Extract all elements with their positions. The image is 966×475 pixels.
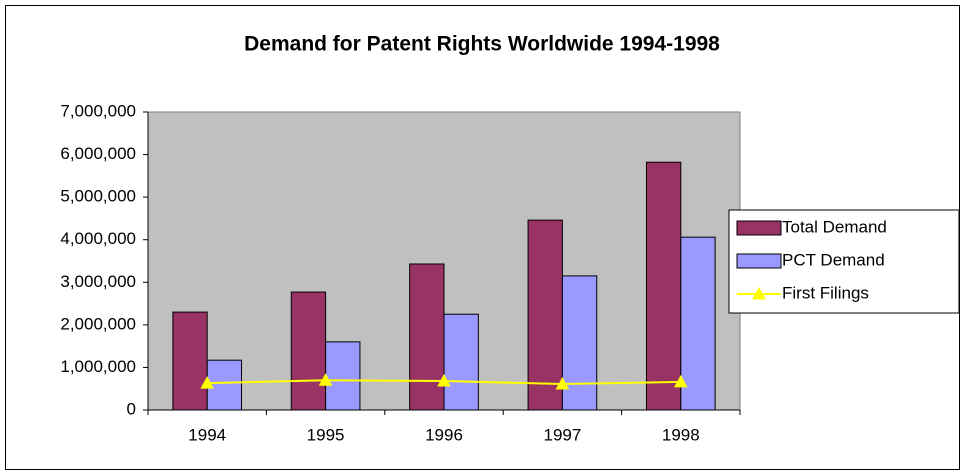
line-marker [200, 376, 215, 389]
line-marker [673, 374, 688, 388]
bar [527, 219, 563, 411]
legend-marker [752, 286, 766, 300]
y-tick-label: 0 [127, 399, 136, 418]
y-tick-label: 4,000,000 [60, 229, 136, 248]
x-tick-label: 1998 [662, 425, 700, 444]
y-tick-label: 7,000,000 [60, 101, 136, 120]
x-tick-label: 1996 [425, 425, 463, 444]
x-tick-label: 1994 [188, 425, 226, 444]
bar [443, 313, 479, 411]
chart-title: Demand for Patent Rights Worldwide 1994-… [244, 33, 720, 56]
bar [680, 236, 716, 411]
legend-label: PCT Demand [782, 250, 885, 269]
line-marker [437, 374, 451, 387]
legend-swatch [736, 253, 782, 269]
line-marker [555, 376, 570, 390]
x-tick-label: 1997 [543, 425, 581, 444]
bar [290, 291, 327, 411]
legend-label: First Filings [782, 283, 869, 302]
bar [645, 161, 682, 411]
y-tick-label: 1,000,000 [60, 357, 136, 376]
bar [172, 311, 208, 411]
y-tick-label: 6,000,000 [60, 144, 136, 163]
bar [561, 275, 598, 411]
bar [206, 359, 243, 411]
bar [325, 341, 361, 411]
legend-label: Total Demand [782, 217, 887, 236]
y-tick-label: 5,000,000 [60, 187, 136, 206]
bar [409, 263, 445, 411]
line-marker [318, 373, 333, 386]
x-tick-label: 1995 [307, 425, 345, 444]
legend-swatch [736, 220, 782, 236]
y-tick-label: 2,000,000 [60, 314, 136, 333]
y-tick-label: 3,000,000 [60, 272, 136, 291]
